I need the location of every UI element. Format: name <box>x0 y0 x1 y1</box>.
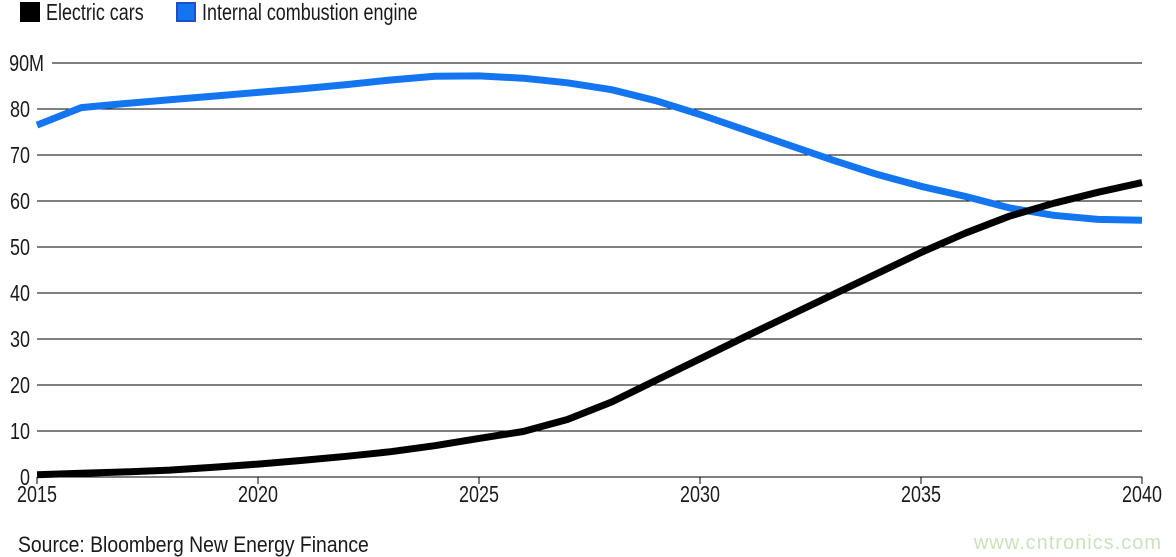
y-axis-label: 20 <box>10 372 30 398</box>
x-axis-label: 2040 <box>1122 481 1162 507</box>
source-note: Source: Bloomberg New Energy Finance <box>18 532 369 557</box>
electric-cars-line <box>36 179 1143 479</box>
y-axis-label: 90M <box>9 50 44 76</box>
legend-item-electric-cars: Electric cars <box>20 0 171 25</box>
y-axis-label: 80 <box>10 96 30 122</box>
legend-item-internal-combustion: Internal combustion engine <box>176 0 478 25</box>
y-axis-label: 30 <box>10 326 30 352</box>
internal-combustion-swatch-icon <box>176 2 196 22</box>
x-axis-label: 2015 <box>17 481 57 507</box>
legend-label-internal-combustion: Internal combustion engine <box>202 0 418 25</box>
internal-combustion-engine-line <box>35 72 1143 224</box>
x-axis-label: 2030 <box>680 481 720 507</box>
electric-cars-swatch-icon <box>20 2 40 22</box>
watermark: www.cntronics.com <box>973 532 1162 554</box>
x-axis-label: 2020 <box>238 481 278 507</box>
y-axis-label: 60 <box>10 188 30 214</box>
x-axis-label: 2025 <box>459 481 499 507</box>
y-axis-label: 70 <box>10 142 30 168</box>
y-axis-label: 0 <box>20 464 30 490</box>
y-axis-label: 10 <box>10 418 30 444</box>
x-axis-label: 2035 <box>901 481 941 507</box>
y-axis-label: 40 <box>10 280 30 306</box>
legend-label-electric-cars: Electric cars <box>46 0 144 25</box>
y-axis-label: 50 <box>10 234 30 260</box>
